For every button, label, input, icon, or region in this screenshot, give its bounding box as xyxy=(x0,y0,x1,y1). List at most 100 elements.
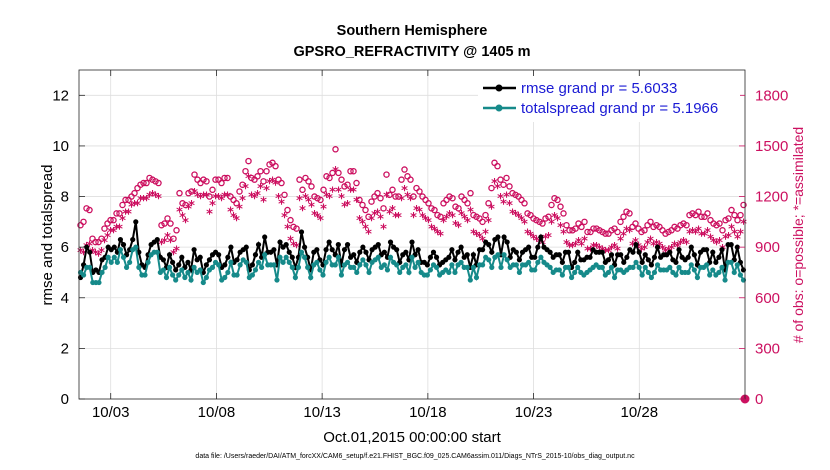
obs-possible-point xyxy=(284,206,291,214)
totalspread-point xyxy=(216,262,222,268)
obs-possible-point xyxy=(425,200,432,207)
obs-possible-point xyxy=(80,218,87,226)
obs-possible-point xyxy=(479,218,486,226)
obs-assimilated-point: * xyxy=(722,233,729,248)
obs-assimilated-point: * xyxy=(389,204,396,219)
obs-possible-point xyxy=(557,203,564,210)
totalspread-point xyxy=(243,259,249,265)
obs-assimilated-point: * xyxy=(698,229,705,244)
obs-possible-point xyxy=(683,221,690,229)
totalspread-point xyxy=(513,262,519,268)
obs-assimilated-point: * xyxy=(158,238,165,253)
x-axis-label: Oct.01,2015 00:00:00 start xyxy=(323,429,501,446)
rmse-point xyxy=(513,249,519,255)
rmse-point xyxy=(587,254,593,260)
totalspread-point xyxy=(673,272,679,278)
totalspread-point xyxy=(99,269,105,276)
totalspread-point xyxy=(314,259,320,265)
obs-possible-point xyxy=(494,162,501,170)
rmse-point xyxy=(710,249,716,255)
totalspread-point xyxy=(535,259,541,265)
obs-assimilated-point: * xyxy=(695,224,702,239)
totalspread-point xyxy=(565,264,572,270)
obs-possible-point xyxy=(740,201,747,209)
obs-possible-point xyxy=(725,215,732,222)
obs-assimilated-point: * xyxy=(233,214,240,229)
obs-assimilated-point: * xyxy=(374,207,381,222)
obs-possible-point xyxy=(731,211,738,219)
rmse-point xyxy=(176,262,182,268)
obs-assimilated-point: * xyxy=(332,165,339,180)
obs-possible-point xyxy=(131,189,138,197)
obs-assimilated-point: * xyxy=(344,199,351,214)
totalspread-point xyxy=(96,279,102,286)
legend-box xyxy=(478,76,740,122)
rmse-point xyxy=(363,249,369,255)
totalspread-point xyxy=(335,254,341,260)
obs-assimilated-point: * xyxy=(605,246,612,261)
totalspread-point xyxy=(424,272,430,278)
obs-possible-point xyxy=(329,169,336,177)
obs-possible-point xyxy=(308,183,315,190)
obs-assimilated-point: * xyxy=(467,206,474,221)
totalspread-point xyxy=(228,259,234,265)
rmse-point xyxy=(734,244,740,250)
totalspread-point xyxy=(142,272,148,278)
y-right-tick-label: 600 xyxy=(755,290,780,307)
totalspread-point xyxy=(734,262,740,268)
obs-possible-point xyxy=(212,176,219,183)
obs-assimilated-point: * xyxy=(482,228,489,243)
y-tick-label: 2 xyxy=(61,340,69,357)
obs-assimilated-point: * xyxy=(179,211,186,226)
rmse-point xyxy=(501,234,507,240)
obs-assimilated-point: * xyxy=(290,239,297,254)
totalspread-point xyxy=(114,259,120,265)
obs-assimilated-point: * xyxy=(725,231,732,246)
obs-possible-point xyxy=(143,179,150,187)
totalspread-point xyxy=(384,267,391,273)
rmse-point xyxy=(394,247,400,253)
totalspread-point xyxy=(182,274,188,281)
totalspread-point xyxy=(716,269,722,276)
totalspread-point xyxy=(274,277,280,283)
obs-assimilated-point: * xyxy=(164,231,171,246)
obs-assimilated-point: * xyxy=(395,211,402,226)
obs-assimilated-point: * xyxy=(443,212,450,227)
rmse-point xyxy=(504,239,510,245)
obs-possible-point xyxy=(698,213,705,221)
rmse-point xyxy=(449,247,455,253)
rmse-point xyxy=(716,254,722,260)
obs-possible-point xyxy=(350,167,357,175)
totalspread-point xyxy=(262,252,268,258)
obs-possible-point xyxy=(182,201,189,209)
totalspread-point xyxy=(394,262,400,268)
obs-possible-point xyxy=(335,169,342,177)
obs-assimilated-point: * xyxy=(284,223,291,238)
obs-assimilated-point: * xyxy=(128,201,135,216)
obs-assimilated-point: * xyxy=(116,223,123,238)
totalspread-point xyxy=(415,259,421,265)
y-tick-label: 4 xyxy=(61,290,69,307)
totalspread-point xyxy=(283,254,289,260)
obs-assimilated-point: * xyxy=(362,223,369,238)
chart-subtitle: GPSRO_REFRACTIVITY @ 1405 m xyxy=(293,44,530,60)
rmse-point xyxy=(117,236,124,243)
totalspread-point xyxy=(326,254,332,260)
totalspread-point xyxy=(486,257,492,263)
obs-possible-point xyxy=(155,179,162,187)
x-tick-label: 10/03 xyxy=(92,404,130,421)
totalspread-point xyxy=(111,254,117,260)
x-tick-label: 10/28 xyxy=(621,404,659,421)
totalspread-point xyxy=(259,264,265,270)
rmse-point xyxy=(173,267,179,273)
obs-assimilated-point: * xyxy=(287,234,294,249)
obs-possible-point xyxy=(119,201,126,209)
totalspread-point xyxy=(556,267,562,273)
totalspread-point xyxy=(292,274,298,281)
rmse-point xyxy=(645,257,651,263)
totalspread-point xyxy=(605,269,612,276)
legend-marker-spread xyxy=(495,104,503,112)
obs-assimilated-point: * xyxy=(206,207,213,222)
obs-assimilated-point: * xyxy=(356,214,363,229)
